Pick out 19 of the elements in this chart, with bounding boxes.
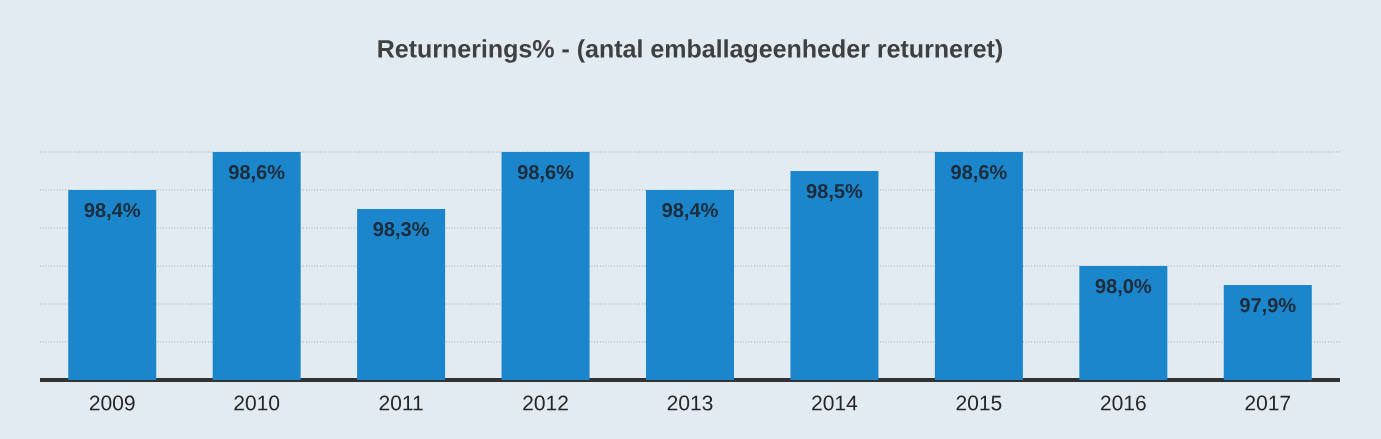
data-label: 98,6%	[229, 165, 285, 183]
x-tick-label: 2017	[1245, 395, 1291, 411]
x-tick-label: 2012	[523, 395, 568, 411]
data-label: 97,9%	[1240, 298, 1296, 316]
data-label: 98,5%	[806, 184, 863, 202]
data-label: 98,4%	[84, 203, 141, 221]
x-tick-label: 2011	[379, 395, 423, 411]
data-label: 98,0%	[1095, 279, 1152, 297]
chart-title: Returnerings% - (antal emballageenheder returneret)	[378, 39, 1002, 63]
x-tick-label: 2016	[1101, 395, 1146, 411]
x-tick-label: 2010	[234, 395, 280, 411]
x-tick-label: 2014	[812, 395, 858, 411]
x-tick-label: 2013	[667, 395, 713, 411]
data-label: 98,4%	[662, 203, 718, 221]
data-label: 98,6%	[517, 165, 574, 183]
x-tick-label: 2015	[956, 395, 1002, 411]
data-label: 98,6%	[951, 165, 1007, 183]
x-tick-label: 2009	[89, 395, 135, 411]
data-label: 98,3%	[373, 222, 429, 240]
